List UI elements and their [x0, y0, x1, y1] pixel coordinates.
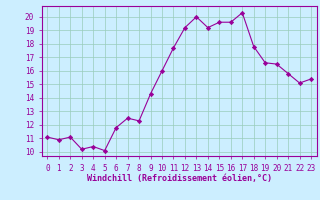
X-axis label: Windchill (Refroidissement éolien,°C): Windchill (Refroidissement éolien,°C) — [87, 174, 272, 183]
